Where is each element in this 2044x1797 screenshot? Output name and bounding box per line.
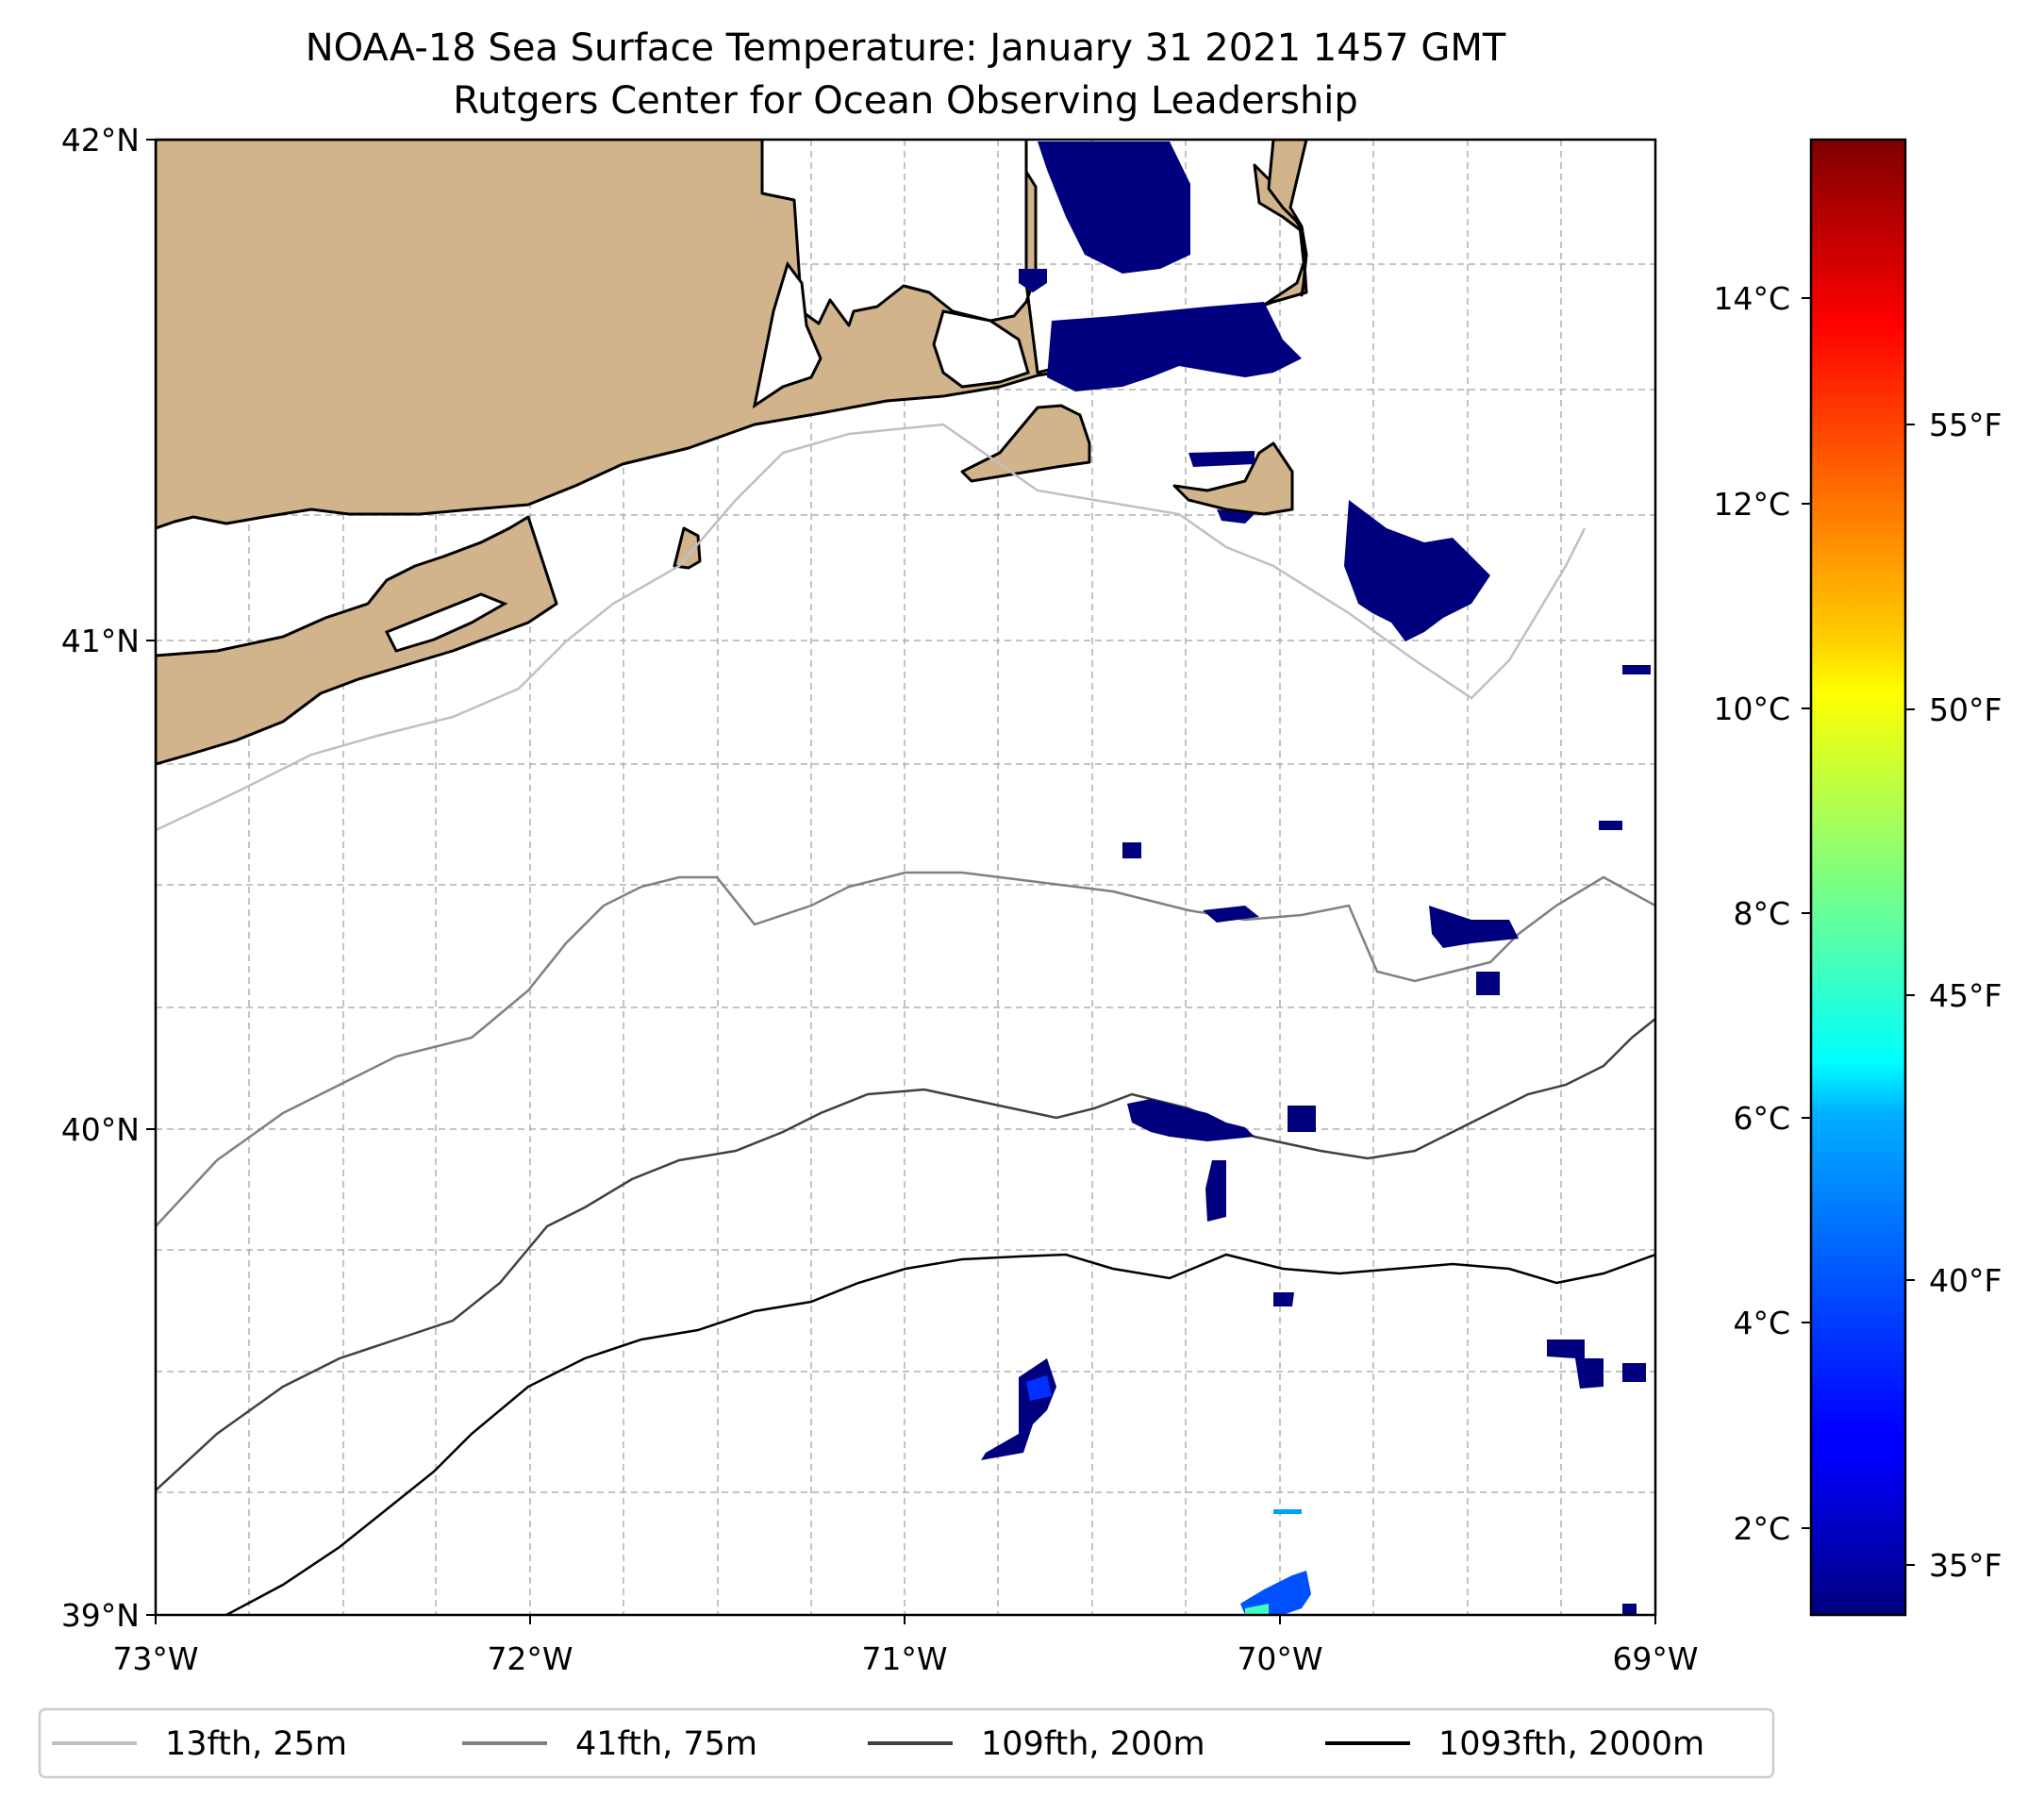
- sst-data-patches: [981, 141, 1651, 1615]
- x-tick-label: 69°W: [1612, 1640, 1698, 1677]
- x-tick-label: 71°W: [861, 1640, 947, 1677]
- fahrenheit-tick-label: 55°F: [1929, 407, 2002, 443]
- celsius-tick-label: 2°C: [1733, 1510, 1790, 1547]
- map-title-line2: Rutgers Center for Ocean Observing Leade…: [453, 79, 1358, 123]
- block-island: [673, 526, 702, 570]
- y-tick-label: 41°N: [61, 623, 140, 659]
- inland-waters: [384, 260, 1030, 653]
- x-tick-label: 73°W: [112, 1640, 198, 1677]
- x-tick-label: 72°W: [487, 1640, 573, 1677]
- map-area: 73°W 72°W 71°W 70°W 69°W 42°N 41°N 40°N …: [61, 122, 1699, 1677]
- fahrenheit-tick-label: 45°F: [1929, 977, 2002, 1014]
- legend-label: 1093fth, 2000m: [1438, 1725, 1704, 1763]
- new-england-mainland: [156, 140, 1308, 530]
- map-ticks: [146, 139, 1656, 1624]
- celsius-tick-label: 12°C: [1713, 486, 1790, 523]
- y-tick-label: 40°N: [61, 1111, 140, 1148]
- colorbar-ticks: [1802, 297, 1915, 1566]
- celsius-tick-label: 6°C: [1733, 1100, 1790, 1137]
- contour-75m: [156, 871, 1655, 1227]
- celsius-tick-label: 4°C: [1733, 1305, 1790, 1341]
- colorbar: 2°C 4°C 6°C 8°C 10°C 12°C 14°C 35°F 40°F…: [1713, 138, 2002, 1617]
- land-masses: [156, 140, 1308, 766]
- celsius-tick-label: 14°C: [1713, 280, 1790, 317]
- y-tick-label: 39°N: [61, 1597, 140, 1634]
- fahrenheit-tick-label: 35°F: [1929, 1547, 2002, 1584]
- legend-label: 41fth, 75m: [575, 1725, 757, 1763]
- fahrenheit-tick-label: 40°F: [1929, 1262, 2002, 1299]
- cape-cod: [1267, 140, 1308, 297]
- contour-2000m: [225, 1253, 1655, 1615]
- legend-label: 109fth, 200m: [981, 1725, 1205, 1763]
- sst-warm-patch: [1026, 1375, 1311, 1615]
- contour-legend: 13fth, 25m 41fth, 75m 109fth, 200m 1093f…: [38, 1707, 1775, 1779]
- y-tick-label: 42°N: [61, 122, 140, 158]
- contour-25m: [156, 423, 1587, 832]
- long-island: [156, 515, 558, 766]
- nantucket: [1172, 441, 1294, 516]
- fahrenheit-tick-label: 50°F: [1929, 691, 2002, 728]
- x-tick-label: 70°W: [1237, 1640, 1322, 1677]
- legend-label: 13fth, 25m: [165, 1725, 347, 1763]
- map-title-line1: NOAA-18 Sea Surface Temperature: January…: [306, 26, 1506, 70]
- celsius-tick-label: 10°C: [1713, 691, 1790, 727]
- colorbar-gradient: [1809, 138, 1907, 1617]
- bathymetry-contours: [156, 423, 1655, 1615]
- marthas-vineyard: [960, 404, 1091, 483]
- celsius-tick-label: 8°C: [1733, 895, 1790, 932]
- contour-200m: [156, 1018, 1655, 1491]
